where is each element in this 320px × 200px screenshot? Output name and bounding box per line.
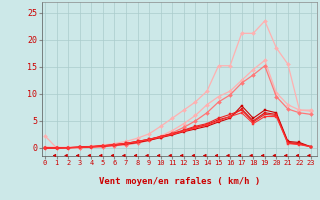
X-axis label: Vent moyen/en rafales ( km/h ): Vent moyen/en rafales ( km/h ) xyxy=(99,177,260,186)
